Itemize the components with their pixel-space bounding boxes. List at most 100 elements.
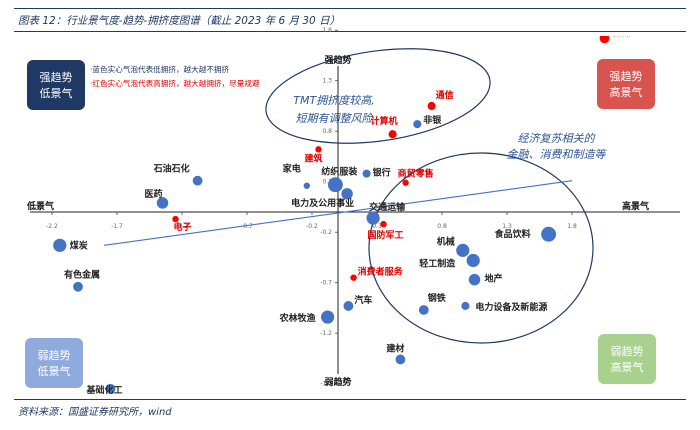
point-label: 消费者服务 xyxy=(358,266,404,278)
y-axis-label-bottom: 弱趋势 xyxy=(324,376,351,388)
bubble xyxy=(156,197,169,209)
quadrant-line2: 低景气 xyxy=(40,86,73,100)
bubble xyxy=(418,305,429,315)
bubble xyxy=(461,301,470,310)
quadrant-box xyxy=(25,338,83,388)
point-label: 农林牧渔 xyxy=(279,312,316,324)
quadrant-line1: 强趋势 xyxy=(610,70,643,83)
bubble xyxy=(466,253,480,268)
point-label: 轻工制造 xyxy=(419,257,456,269)
source-note: 资料来源：国盛证券研究所，wind xyxy=(18,407,172,418)
trendline xyxy=(103,180,573,246)
point-4: 计算机 xyxy=(371,115,398,139)
y-tick-label: 1.8 xyxy=(322,27,332,34)
point-25: 电力设备及新能源 xyxy=(461,301,547,313)
bubble xyxy=(341,188,353,200)
quadrant-line2: 高景气 xyxy=(610,85,643,99)
point-label: 钢铁 xyxy=(428,292,446,304)
point-20: 煤炭 xyxy=(53,238,88,252)
point-1: 传媒 xyxy=(599,36,632,44)
point-13: 医药 xyxy=(145,188,169,209)
point-label: 家电 xyxy=(283,163,301,175)
point-label: 通信 xyxy=(436,89,454,101)
point-label: 机械 xyxy=(437,235,455,247)
y-tick-label: -1.2 xyxy=(320,330,332,337)
point-8: 银行 xyxy=(362,167,391,179)
quadrant-line2: 低景气 xyxy=(38,364,71,378)
x-axis-label-right: 高景气 xyxy=(622,200,649,212)
point-label: 石油石化 xyxy=(153,163,190,175)
x-tick-label: 1.8 xyxy=(567,223,577,230)
point-label: 交通运输 xyxy=(369,201,406,213)
legend-notes: ·蓝色实心气泡代表低拥挤，越大越不拥挤 ·红色实心气泡代表高拥挤，越大越拥挤，尽量… xyxy=(90,64,260,88)
point-22: 消费者服务 xyxy=(350,266,404,281)
x-tick-label: -1.7 xyxy=(111,223,123,230)
point-label: 纺织服装 xyxy=(321,166,358,178)
bubble xyxy=(366,211,380,225)
quadrant-line1: 弱趋势 xyxy=(38,349,71,362)
point-24: 钢铁 xyxy=(418,292,446,315)
point-15: 国防军工 xyxy=(368,220,404,241)
bottom-rule xyxy=(14,399,686,400)
bubble xyxy=(413,120,422,129)
point-label: 汽车 xyxy=(354,294,372,306)
point-3: 非银 xyxy=(413,114,442,129)
highlight-ellipses xyxy=(265,48,594,344)
bubble xyxy=(73,281,83,292)
quadrant-box xyxy=(598,334,656,384)
y-tick-label: -0.2 xyxy=(320,229,332,236)
bubble xyxy=(321,310,335,324)
bubble xyxy=(541,226,557,242)
point-label: 食品饮料 xyxy=(494,228,531,240)
bubble xyxy=(395,354,406,365)
bubble xyxy=(402,179,409,186)
bubble xyxy=(380,220,387,228)
point-label: 建筑 xyxy=(305,152,323,164)
point-6: 石油石化 xyxy=(153,163,203,186)
top-rule xyxy=(14,8,686,9)
legend-note-1: ·蓝色实心气泡代表低拥挤，越大越不拥挤 xyxy=(90,64,230,74)
point-11: 电力及公用事业 xyxy=(291,188,354,209)
point-21: 有色金属 xyxy=(64,269,100,292)
bubble xyxy=(362,169,371,178)
bubble xyxy=(388,130,397,139)
point-7: 纺织服装 xyxy=(321,166,358,193)
point-16: 机械 xyxy=(437,235,470,257)
bubble xyxy=(427,101,436,110)
point-label: 基础化工 xyxy=(86,384,123,396)
point-label: 医药 xyxy=(145,188,163,200)
x-axis-label-left: 低景气 xyxy=(26,200,54,212)
point-label: 地产 xyxy=(485,273,503,285)
point-26: 农林牧渔 xyxy=(279,310,335,324)
callout-econ-line2: 金融、消费和制造等 xyxy=(507,148,608,161)
point-label: 电子 xyxy=(174,221,192,233)
y-tick-label: 1.3 xyxy=(322,78,332,85)
bubble xyxy=(192,175,203,186)
title-rule xyxy=(14,31,686,32)
quadrant-line2: 高景气 xyxy=(611,360,644,374)
point-label: 计算机 xyxy=(371,115,398,127)
x-tick-label: 0.3 xyxy=(372,223,382,230)
point-18: 轻工制造 xyxy=(419,253,480,269)
point-9: 家电 xyxy=(283,163,310,189)
x-tick-label: 1.3 xyxy=(502,223,512,230)
point-5: 建筑 xyxy=(305,146,323,164)
x-tick-label: 0.8 xyxy=(437,223,447,230)
bubble xyxy=(105,383,116,394)
point-label: 国防军工 xyxy=(368,229,404,241)
econ-ellipse xyxy=(368,152,594,344)
quadrant-line1: 强趋势 xyxy=(40,71,73,84)
x-tick-label: -2.2 xyxy=(46,223,58,230)
point-label: 煤炭 xyxy=(70,239,88,251)
bubble xyxy=(343,301,354,311)
bubble xyxy=(456,243,470,257)
tmt-ellipse xyxy=(265,48,491,144)
callout-tmt-line2: 短期有调整风险 xyxy=(296,112,375,125)
